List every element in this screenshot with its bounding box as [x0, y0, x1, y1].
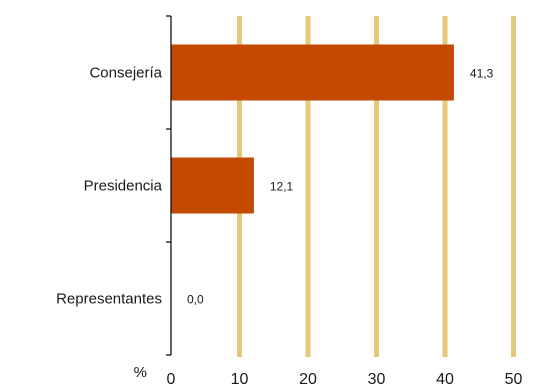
labels: Consejería 41,3 Presidencia 12,1 Representan… [56, 65, 522, 389]
value-label: 12,1 [270, 180, 294, 194]
bar-1 [171, 44, 454, 101]
x-tick-label: 50 [505, 371, 523, 388]
x-tick-label: 30 [368, 371, 386, 388]
x-tick-label: 20 [299, 371, 317, 388]
x-tick-label: 10 [231, 371, 249, 388]
category-label: Presidencia [84, 178, 163, 195]
category-label: Consejería [89, 65, 162, 82]
bar-2 [171, 157, 254, 214]
value-label: 0,0 [187, 293, 204, 307]
category-label: Representantes [56, 291, 162, 308]
x-tick-label: 40 [436, 371, 454, 388]
x-unit-label: % [134, 364, 147, 381]
axes [166, 15, 172, 356]
x-tick-label: 0 [167, 371, 176, 388]
value-label: 41,3 [470, 67, 494, 81]
bars [171, 44, 454, 214]
